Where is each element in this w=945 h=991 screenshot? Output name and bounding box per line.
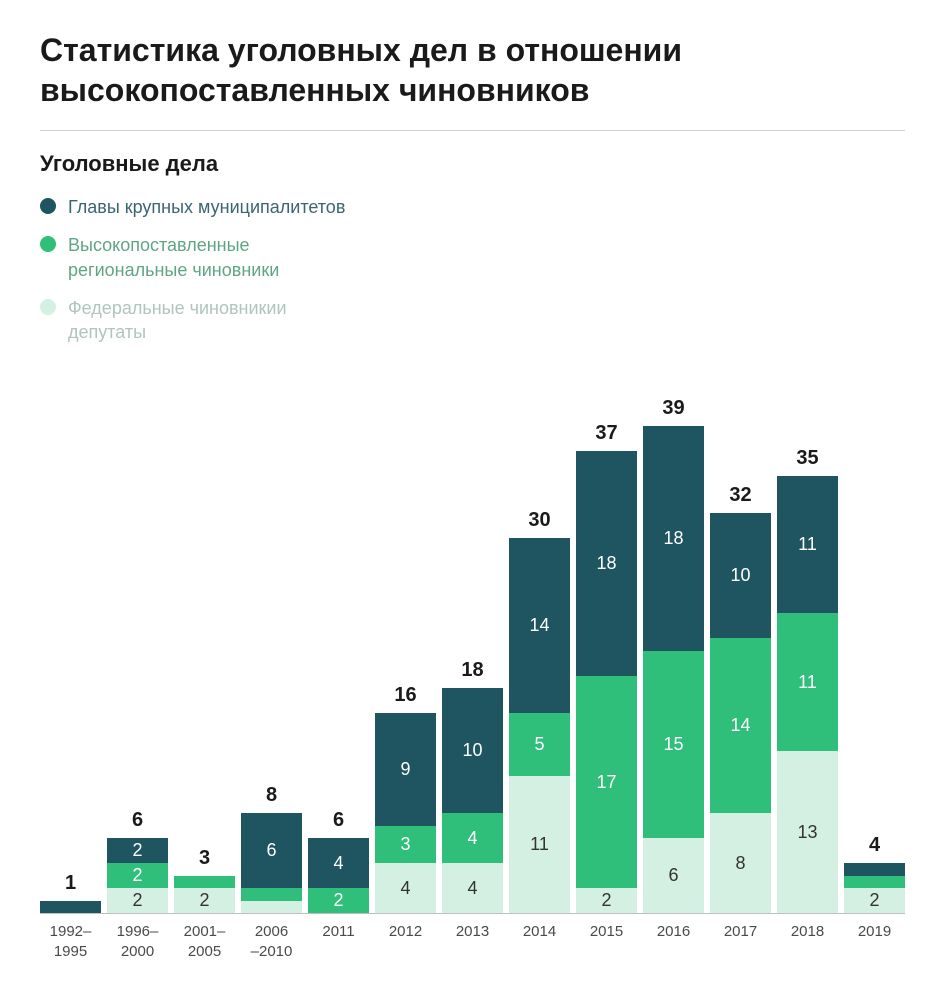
x-axis-label: 2018 (777, 922, 838, 961)
bar-segment: 11 (509, 776, 570, 914)
bar-total-label: 6 (308, 809, 369, 832)
bar-segment: 14 (710, 638, 771, 813)
legend-item: Высокопоставленные региональные чиновник… (40, 233, 905, 282)
stacked-bar-chart: 1622232866421693418104430145113718172391… (40, 374, 905, 914)
x-axis-label: 2012 (375, 922, 436, 961)
bar-segment: 4 (442, 813, 503, 863)
bar-segment: 2 (174, 888, 235, 913)
x-axis-labels: 1992– 19951996– 20002001– 20052006 –2010… (40, 922, 905, 961)
bar-segment: 15 (643, 651, 704, 839)
bar-column: 86 (241, 784, 302, 913)
bar-column: 6222 (107, 809, 168, 913)
chart-subtitle: Уголовные дела (40, 151, 905, 177)
bar-segment: 6 (241, 813, 302, 888)
bar-column: 32 (174, 847, 235, 914)
x-axis-label: 2017 (710, 922, 771, 961)
x-axis-label: 2013 (442, 922, 503, 961)
bar-total-label: 37 (576, 422, 637, 445)
bar-segment: 18 (643, 426, 704, 651)
bar-segment: 17 (576, 676, 637, 889)
bar-column: 37 18172 (576, 422, 637, 914)
bar-segment (40, 901, 101, 914)
x-axis-label: 2006 –2010 (241, 922, 302, 961)
bar-segment (844, 863, 905, 876)
bar-total-label: 1 (40, 872, 101, 895)
bar-total-label: 35 (777, 447, 838, 470)
bar-total-label: 3 (174, 847, 235, 870)
legend-label: Федеральные чиновникии депутаты (68, 296, 348, 345)
chart-title: Статистика уголовных дел в отношении выс… (40, 30, 905, 110)
bar-column: 39 18156 (643, 397, 704, 914)
legend-label: Главы крупных муниципалитетов (68, 195, 345, 219)
bar-segment: 10 (442, 688, 503, 813)
divider (40, 130, 905, 131)
bar-segment: 4 (375, 863, 436, 913)
chart-area: 1622232866421693418104430145113718172391… (40, 374, 905, 961)
legend-dot (40, 299, 56, 315)
bar-segment: 2 (107, 888, 168, 913)
bar-segment: 4 (442, 863, 503, 913)
legend-dot (40, 236, 56, 252)
x-axis-label: 1992– 1995 (40, 922, 101, 961)
bar-total-label: 4 (844, 834, 905, 857)
bar-segment: 4 (308, 838, 369, 888)
bar-total-label: 39 (643, 397, 704, 420)
bar-column: 181044 (442, 659, 503, 913)
bar-segment: 2 (844, 888, 905, 913)
legend-item: Федеральные чиновникии депутаты (40, 296, 905, 345)
bar-segment: 2 (576, 888, 637, 913)
x-axis-label: 2011 (308, 922, 369, 961)
bar-segment: 18 (576, 451, 637, 676)
bar-column: 35111113 (777, 447, 838, 914)
bar-segment: 2 (107, 838, 168, 863)
legend-dot (40, 198, 56, 214)
bar-segment: 11 (777, 476, 838, 614)
bar-segment: 8 (710, 813, 771, 913)
bar-segment (241, 901, 302, 914)
bar-segment: 14 (509, 538, 570, 713)
bar-segment: 11 (777, 613, 838, 751)
bar-total-label: 6 (107, 809, 168, 832)
x-axis-label: 2019 (844, 922, 905, 961)
bar-segment: 2 (107, 863, 168, 888)
bar-segment (241, 888, 302, 901)
bar-total-label: 32 (710, 484, 771, 507)
bar-column: 30 14511 (509, 509, 570, 913)
bar-column: 6 42 (308, 809, 369, 913)
legend-label: Высокопоставленные региональные чиновник… (68, 233, 348, 282)
bar-segment: 5 (509, 713, 570, 776)
bar-column: 16 934 (375, 684, 436, 913)
bar-segment: 13 (777, 751, 838, 914)
bar-segment: 9 (375, 713, 436, 826)
bar-segment: 6 (643, 838, 704, 913)
bar-total-label: 16 (375, 684, 436, 707)
bar-segment (174, 876, 235, 889)
bar-total-label: 30 (509, 509, 570, 532)
legend: Главы крупных муниципалитетов Высокопоста… (40, 195, 905, 344)
bar-segment: 2 (308, 888, 369, 913)
x-axis-label: 2001– 2005 (174, 922, 235, 961)
bar-segment: 10 (710, 513, 771, 638)
bar-total-label: 18 (442, 659, 503, 682)
x-axis-label: 2015 (576, 922, 637, 961)
x-axis-label: 1996– 2000 (107, 922, 168, 961)
bar-column: 1 (40, 872, 101, 914)
bar-column: 32 10148 (710, 484, 771, 913)
bar-segment: 3 (375, 826, 436, 864)
bar-segment (844, 876, 905, 889)
x-axis-label: 2014 (509, 922, 570, 961)
bar-total-label: 8 (241, 784, 302, 807)
x-axis-label: 2016 (643, 922, 704, 961)
legend-item: Главы крупных муниципалитетов (40, 195, 905, 219)
bar-column: 42 (844, 834, 905, 913)
